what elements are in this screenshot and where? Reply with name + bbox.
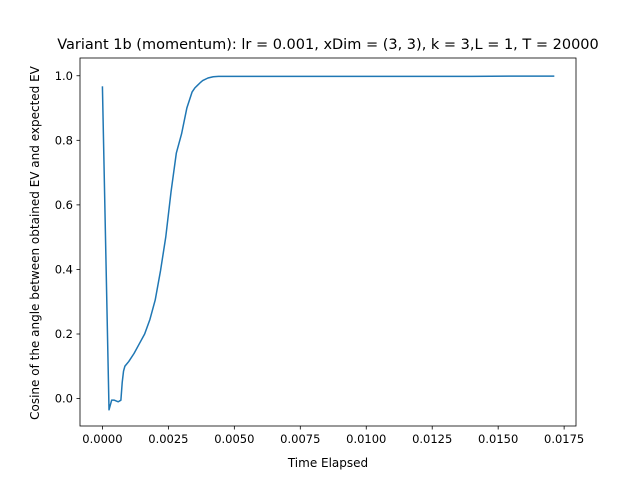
chart-title: Variant 1b (momentum): lr = 0.001, xDim …: [57, 37, 599, 53]
y-tick-label: 0.8: [55, 133, 73, 147]
series-line-0: [101, 75, 555, 411]
x-tick-label: 0.0000: [82, 432, 122, 446]
x-axis-label: Time Elapsed: [287, 456, 368, 470]
y-tick-label: 0.2: [55, 327, 73, 341]
axes-frame: [79, 57, 577, 427]
y-axis-label: Cosine of the angle between obtained EV …: [28, 65, 42, 420]
x-tick-label: 0.0100: [346, 432, 386, 446]
plot-area: [79, 57, 577, 427]
x-tick-label: 0.0125: [412, 432, 452, 446]
y-tick-label: 0.0: [55, 392, 73, 406]
y-tick-label: 0.4: [55, 262, 73, 276]
x-tick-label: 0.0050: [214, 432, 254, 446]
y-tick-label: 0.6: [55, 198, 73, 212]
x-tick-label: 0.0175: [544, 432, 584, 446]
y-tick-label: 1.0: [55, 69, 73, 83]
x-tick-label: 0.0150: [478, 432, 518, 446]
x-tick-label: 0.0025: [148, 432, 188, 446]
x-axis-ticks: 0.0000 0.0025 0.0050 0.0075 0.0100 0.0125 0.01…: [82, 426, 584, 446]
y-axis-ticks: 0.0 0.2 0.4 0.6 0.8 1.0: [55, 69, 80, 406]
x-tick-label: 0.0075: [280, 432, 320, 446]
